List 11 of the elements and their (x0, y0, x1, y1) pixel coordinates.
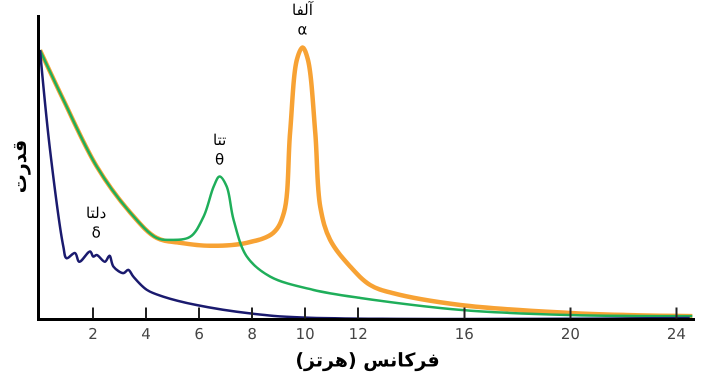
x-tick-label: 24 (666, 324, 686, 343)
x-tick-label: 10 (296, 324, 315, 343)
y-axis-title: قدرت (9, 140, 32, 194)
x-tick-label: 2 (88, 324, 98, 343)
x-tick-label: 16 (454, 324, 474, 343)
x-tick-label: 4 (141, 324, 151, 343)
x-axis-title: فرکانس (هرتز) (295, 350, 440, 372)
x-tick-label: 8 (247, 324, 257, 343)
x-tick-label: 6 (194, 324, 204, 343)
x-tick-label: 12 (348, 324, 368, 343)
x-tick-label: 20 (560, 324, 580, 343)
